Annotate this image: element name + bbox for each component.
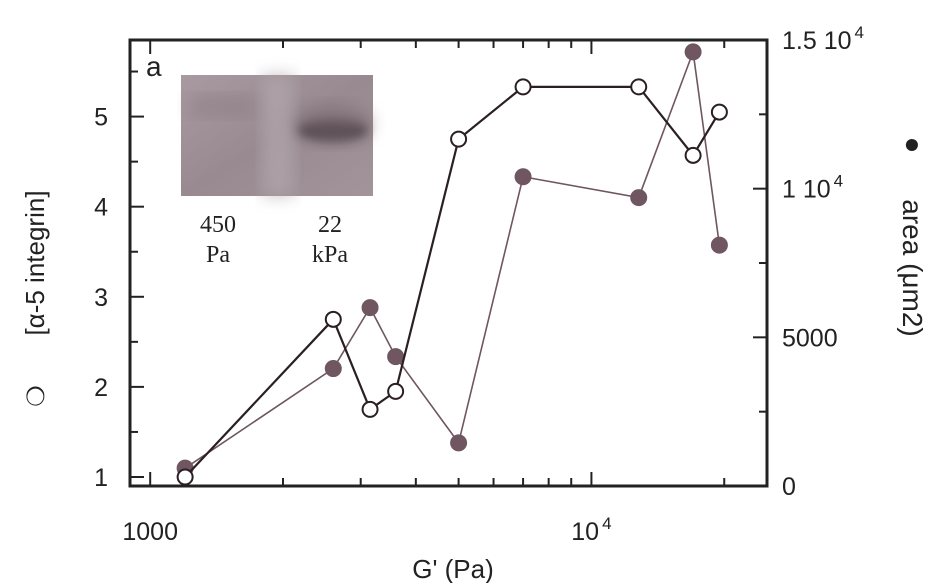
- integrin-point: [361, 400, 379, 418]
- y-left-tick-label: 4: [94, 194, 108, 222]
- y-right-title: area (μm2): [897, 199, 928, 337]
- inset-lane2-unit: kPa: [312, 242, 348, 268]
- western-blot-inset: 450 Pa 22 kPa: [181, 75, 373, 268]
- y-left-tick-label: 1: [94, 464, 108, 492]
- inset-lane1-value: 450: [200, 212, 236, 238]
- y-left-title: [α-5 integrin]: [20, 190, 50, 335]
- integrin-series: [176, 78, 728, 486]
- area-point: [514, 168, 532, 186]
- integrin-point: [176, 468, 194, 486]
- inset-lane2-value: 22: [318, 212, 342, 238]
- area-point: [387, 348, 405, 366]
- y-right-marker-symbol: ●: [898, 137, 929, 154]
- integrin-point: [387, 382, 405, 400]
- y-right-tick-label: 5000: [782, 324, 838, 352]
- panel-label: a: [146, 51, 162, 82]
- y-left-tick-label: 5: [94, 104, 108, 132]
- integrin-point: [710, 103, 728, 121]
- y-left-marker-symbol: ❍: [23, 385, 50, 407]
- y-right-tick-label: 1.5 10 4: [782, 23, 864, 55]
- series-layer: [176, 43, 728, 486]
- x-tick-label: 1000: [122, 518, 178, 546]
- x-tick-label: 10 4: [571, 514, 611, 546]
- blot-lane-gap: [262, 75, 294, 196]
- area-point: [361, 299, 379, 317]
- integrin-point: [630, 78, 648, 96]
- integrin-point: [450, 130, 468, 148]
- integrin-point: [324, 310, 342, 328]
- area-point: [324, 360, 342, 378]
- area-point: [450, 434, 468, 452]
- y-right-tick-label: 0: [782, 473, 796, 501]
- y-right-tick-label: 1 10 4: [782, 171, 843, 203]
- blot-faint-band: [190, 95, 255, 117]
- area-point: [710, 236, 728, 254]
- y-left-title-text: [α-5 integrin]: [20, 190, 50, 335]
- blot-band-halo: [295, 104, 371, 144]
- inset-lane1-unit: Pa: [206, 242, 230, 268]
- y-right-title-text: area (μm2): [897, 199, 928, 337]
- integrin-point: [514, 78, 532, 96]
- area-point: [630, 189, 648, 207]
- integrin-point: [684, 146, 702, 164]
- y-left-tick-label: 3: [94, 284, 108, 312]
- x-axis-title: G' (Pa): [412, 554, 494, 583]
- area-point: [684, 43, 702, 61]
- y-left-tick-label: 2: [94, 374, 108, 402]
